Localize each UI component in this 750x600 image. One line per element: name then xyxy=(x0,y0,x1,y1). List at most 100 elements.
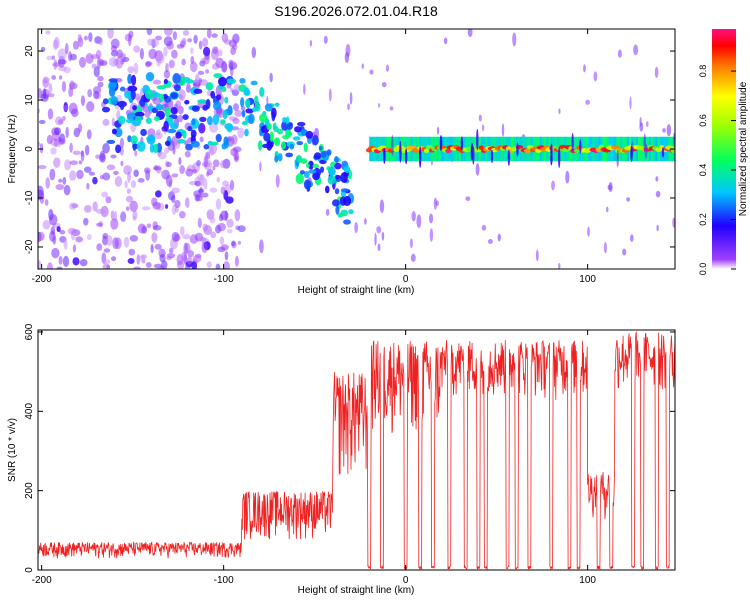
spectrogram-cell xyxy=(217,76,227,87)
snr-y-tick-label: 600 xyxy=(24,323,35,340)
spectrogram-cell xyxy=(501,123,505,137)
spectrogram-cell xyxy=(565,170,570,184)
spectrogram-cell xyxy=(296,121,306,127)
spectrogram-y-tick-label: 10 xyxy=(24,94,35,106)
spectrogram-cell xyxy=(213,73,223,79)
spectrogram-cell xyxy=(78,160,83,165)
spectrogram-cell xyxy=(476,128,479,151)
spectrogram-cell xyxy=(102,172,111,181)
spectrogram-cell xyxy=(237,240,242,245)
spectrogram-cell xyxy=(128,248,136,256)
spectrogram-cell xyxy=(361,63,364,69)
spectrogram-cell xyxy=(378,103,381,108)
spectrogram-cell xyxy=(130,89,136,100)
spectrogram-cell xyxy=(210,90,216,99)
spectrogram-cell xyxy=(202,46,211,57)
spectrogram-cell xyxy=(166,161,172,168)
spectrogram-cell xyxy=(206,29,212,39)
spectrogram-cell xyxy=(153,116,160,122)
spectrogram-cell xyxy=(102,98,109,105)
spectrogram-cell xyxy=(127,66,135,74)
spectrogram-cell xyxy=(227,228,233,234)
spectrogram-cell xyxy=(63,239,68,250)
spectrogram-cell xyxy=(140,128,147,137)
colorbar-tick-label: 0.8 xyxy=(698,65,708,78)
spectrogram-cell xyxy=(128,30,134,39)
spectrogram-cell xyxy=(220,244,229,251)
spectrogram-cell xyxy=(423,148,430,154)
colorbar: 0.0 0.2 0.4 0.6 0.8 Normalized spectral ampl… xyxy=(698,29,749,275)
spectrogram-cell xyxy=(630,145,633,163)
spectrogram-cell xyxy=(198,236,207,242)
spectrogram-cell xyxy=(215,133,222,143)
spectrogram-cell xyxy=(160,170,165,176)
spectrogram-cell xyxy=(460,136,464,151)
spectrogram-cell xyxy=(171,204,177,215)
spectrogram-cell xyxy=(145,169,151,181)
spectrogram-cell xyxy=(487,238,493,244)
spectrogram-cell xyxy=(282,134,290,140)
spectrogram-x-tick-label: -200 xyxy=(32,274,52,285)
spectrogram-cell xyxy=(184,263,191,269)
spectrogram-cell xyxy=(185,168,194,177)
spectrogram-cell xyxy=(269,72,273,83)
spectrogram-cell xyxy=(303,179,312,190)
snr-x-axis: -200 -100 0 100 xyxy=(32,330,596,586)
spectrogram-cell xyxy=(171,231,180,242)
spectrogram-cell xyxy=(121,56,130,63)
spectrogram-cell xyxy=(198,40,203,50)
spectrogram-cell xyxy=(126,188,131,194)
spectrogram-cell xyxy=(127,73,133,85)
spectrogram-cell xyxy=(308,169,317,174)
spectrogram-cell xyxy=(110,256,117,262)
spectrogram-cell xyxy=(137,223,146,234)
spectrogram-cell xyxy=(364,217,367,225)
snr-x-tick-label: 100 xyxy=(579,575,596,586)
spectrogram-cell xyxy=(210,231,217,239)
spectrogram-cell xyxy=(199,78,203,83)
spectrogram-cell xyxy=(163,36,173,47)
spectrogram-cell xyxy=(146,134,156,145)
spectrogram-cell xyxy=(44,199,49,206)
spectrogram-cell xyxy=(124,180,128,189)
spectrogram-cell xyxy=(585,99,591,105)
spectrogram-cell xyxy=(312,163,319,169)
snr-y-tick-label: 400 xyxy=(24,403,35,420)
spectrogram-cell xyxy=(83,217,89,226)
spectrogram-cell xyxy=(155,53,165,64)
spectrogram-cell xyxy=(389,106,394,111)
spectrogram-cell xyxy=(481,124,485,132)
spectrogram-cell xyxy=(306,163,310,168)
spectrogram-cell xyxy=(42,219,51,230)
spectrogram-cell xyxy=(58,75,63,80)
spectrogram-cell xyxy=(320,166,325,173)
snr-series-line xyxy=(38,331,675,570)
spectrogram-cell xyxy=(381,231,385,241)
spectrogram-cell xyxy=(230,46,236,56)
spectrogram-cell xyxy=(197,217,202,229)
spectrogram-cell xyxy=(46,262,53,269)
spectrogram-cell xyxy=(93,90,100,100)
spectrogram-cell xyxy=(259,239,264,254)
spectrogram-cell xyxy=(189,234,199,244)
spectrogram-cell xyxy=(241,120,248,126)
spectrogram-cell xyxy=(234,209,241,222)
spectrogram-cell xyxy=(222,110,228,120)
spectrogram-cell xyxy=(672,217,675,228)
spectrogram-cell xyxy=(124,90,133,99)
spectrogram-cell xyxy=(38,165,47,170)
spectrogram-cell xyxy=(119,86,126,92)
spectrogram-cell xyxy=(199,136,204,143)
spectrogram-cell xyxy=(182,233,191,240)
spectrogram-cell xyxy=(305,130,314,139)
spectrogram-cell xyxy=(92,176,98,185)
spectrogram-cell xyxy=(102,118,110,126)
spectrogram-cell xyxy=(77,123,83,133)
spectrogram-cell xyxy=(348,209,354,215)
spectrogram-cell xyxy=(131,74,137,86)
snr-panel: -200 -100 0 100 0 200 400 600 Height of straig… xyxy=(7,323,676,596)
spectrogram-cell xyxy=(120,211,127,223)
spectrogram-cell xyxy=(111,128,117,135)
spectrogram-cell xyxy=(645,143,648,159)
spectrogram-cell xyxy=(97,75,104,82)
